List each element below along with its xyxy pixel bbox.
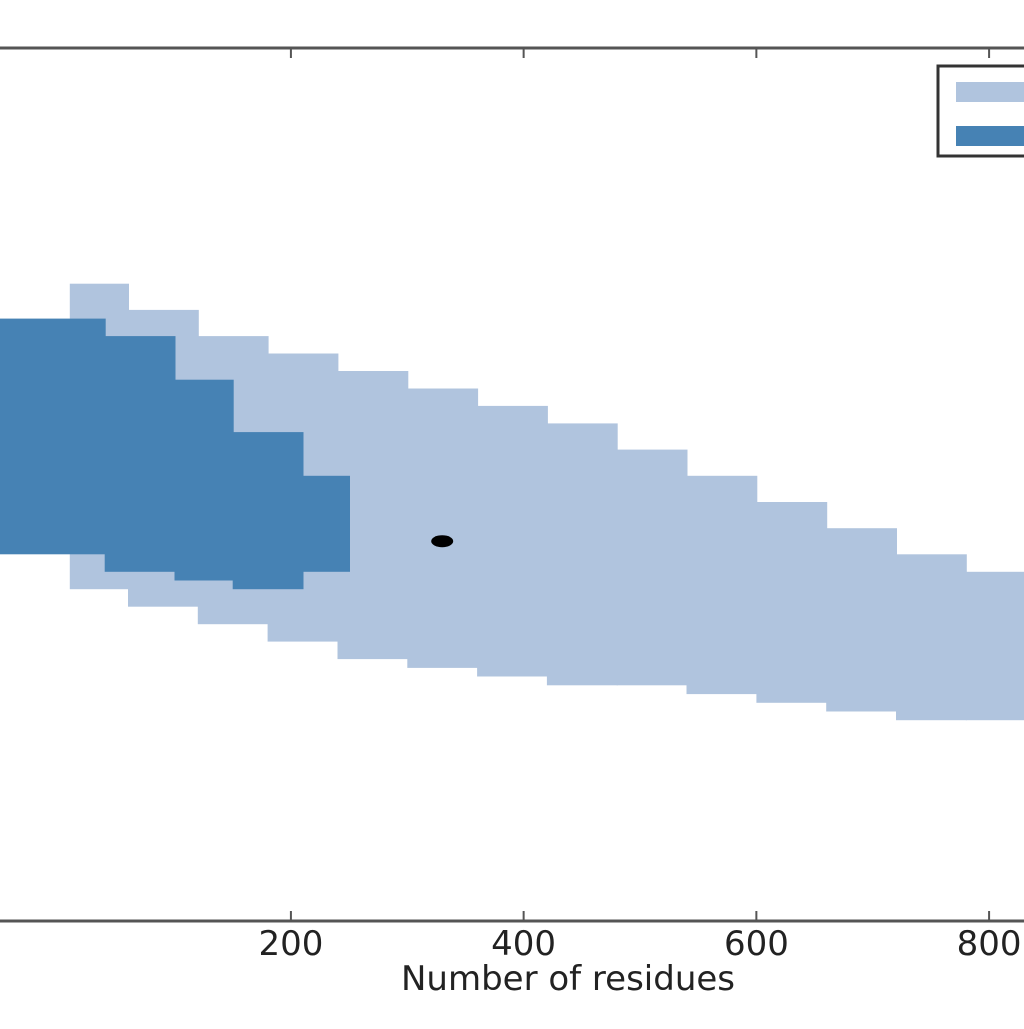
density-cell-series1-9 — [616, 449, 688, 686]
density-cell-series2-2 — [104, 336, 176, 572]
density-cell-series1-10 — [686, 475, 758, 695]
density-cell-series1-13 — [896, 554, 967, 721]
x-ticks: 200 400 600 800 — [258, 48, 1022, 964]
density-cell-series2-5 — [302, 475, 350, 572]
legend-swatch-light — [956, 82, 1024, 102]
x-axis-label: Number of residues — [401, 959, 735, 999]
highlight-point — [431, 535, 454, 548]
x-tick-label-1: 200 — [258, 924, 323, 964]
x-tick-label-4: 800 — [957, 924, 1022, 964]
density-cell-series1-14 — [965, 571, 1024, 721]
x-tick-label-3: 600 — [724, 924, 789, 964]
legend — [936, 64, 1024, 158]
density-cell-series1-11 — [756, 502, 828, 703]
density-cell-series1-12 — [826, 528, 897, 712]
density-cell-series1-6 — [407, 388, 479, 668]
density-layer — [0, 283, 1024, 721]
density-cell-series2-1 — [0, 318, 106, 555]
legend-swatch-dark — [956, 126, 1024, 146]
axes-frame — [0, 46, 1024, 923]
x-tick-label-2: 400 — [491, 924, 556, 964]
density-cell-series1-8 — [546, 423, 618, 686]
density-cell-series2-4 — [232, 432, 304, 590]
density-cell-series2-3 — [174, 379, 234, 581]
density-cell-series1-7 — [477, 405, 548, 677]
